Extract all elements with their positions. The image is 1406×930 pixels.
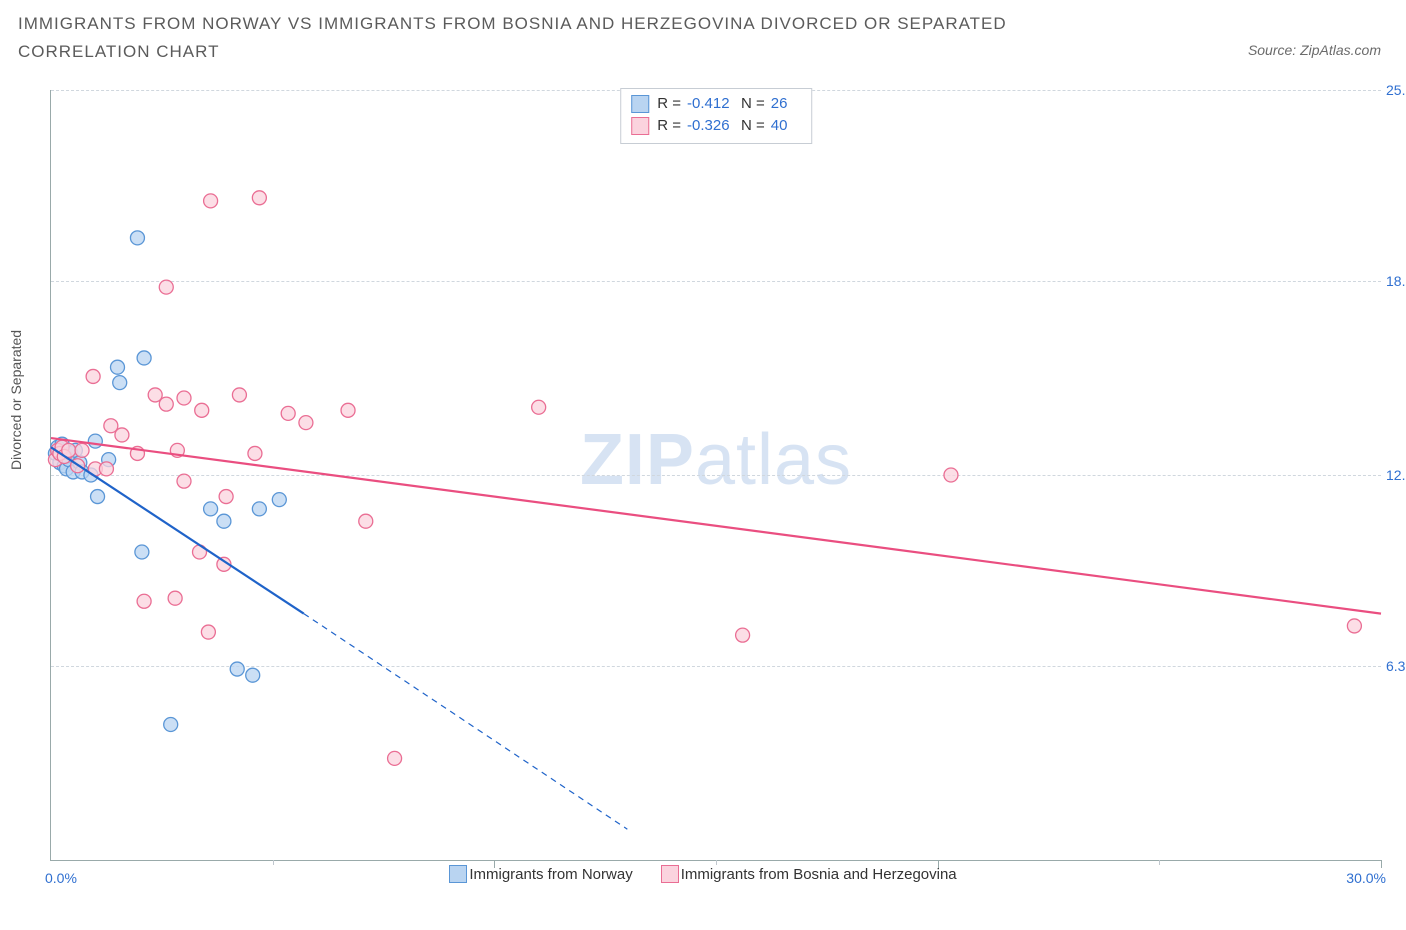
data-point-bosnia [86, 369, 100, 383]
data-point-bosnia [177, 391, 191, 405]
stat-n-label: N = [741, 93, 765, 115]
legend-swatch-icon [449, 865, 467, 883]
data-point-bosnia [248, 446, 262, 460]
data-point-bosnia [75, 443, 89, 457]
data-point-norway [246, 668, 260, 682]
trend-line-bosnia [51, 438, 1381, 614]
data-point-bosnia [232, 388, 246, 402]
data-point-bosnia [388, 751, 402, 765]
y-tick-label: 18.8% [1386, 273, 1406, 289]
legend-label: Immigrants from Bosnia and Herzegovina [681, 866, 957, 883]
data-point-bosnia [168, 591, 182, 605]
data-point-bosnia [736, 628, 750, 642]
data-point-bosnia [204, 194, 218, 208]
y-axis-label: Divorced or Separated [8, 330, 24, 470]
data-point-bosnia [532, 400, 546, 414]
data-point-norway [113, 376, 127, 390]
data-point-bosnia [201, 625, 215, 639]
data-point-norway [217, 514, 231, 528]
data-point-norway [135, 545, 149, 559]
stat-row-norway: R = -0.412 N = 26 [631, 93, 797, 115]
data-point-bosnia [115, 428, 129, 442]
data-point-bosnia [99, 462, 113, 476]
stat-r-value: -0.326 [687, 115, 735, 137]
stat-r-value: -0.412 [687, 93, 735, 115]
data-point-bosnia [137, 594, 151, 608]
y-tick-label: 25.0% [1386, 82, 1406, 98]
chart-svg [51, 90, 1381, 860]
data-point-norway [252, 502, 266, 516]
legend-label: Immigrants from Norway [469, 866, 632, 883]
data-point-bosnia [359, 514, 373, 528]
legend-swatch-icon [661, 865, 679, 883]
legend: Immigrants from Norway Immigrants from Bo… [0, 865, 1406, 887]
data-point-bosnia [195, 403, 209, 417]
data-point-bosnia [177, 474, 191, 488]
legend-item: Immigrants from Norway [449, 865, 632, 883]
data-point-norway [91, 490, 105, 504]
y-tick-label: 6.3% [1386, 658, 1406, 674]
data-point-bosnia [1347, 619, 1361, 633]
plot-area: ZIPatlas R =-0.412N =26R =-0.326N =40 6.… [50, 90, 1381, 861]
data-point-bosnia [944, 468, 958, 482]
stat-r-label: R = [657, 93, 681, 115]
data-point-bosnia [281, 406, 295, 420]
data-point-bosnia [341, 403, 355, 417]
stat-n-value: 26 [771, 93, 797, 115]
data-point-bosnia [252, 191, 266, 205]
stat-n-value: 40 [771, 115, 797, 137]
y-tick-label: 12.5% [1386, 467, 1406, 483]
stats-box: R = -0.412 N = 26 R = -0.326 N = 40 [620, 88, 812, 144]
data-point-bosnia [299, 416, 313, 430]
swatch-bosnia-icon [631, 117, 649, 135]
data-point-bosnia [159, 397, 173, 411]
trend-line-norway [51, 447, 304, 613]
data-point-bosnia [219, 490, 233, 504]
legend-item: Immigrants from Bosnia and Herzegovina [661, 865, 957, 883]
stat-n-label: N = [741, 115, 765, 137]
data-point-bosnia [159, 280, 173, 294]
data-point-norway [204, 502, 218, 516]
data-point-norway [272, 493, 286, 507]
chart-title: IMMIGRANTS FROM NORWAY VS IMMIGRANTS FRO… [18, 10, 1118, 66]
data-point-norway [137, 351, 151, 365]
source-attribution: Source: ZipAtlas.com [1248, 42, 1381, 58]
stat-row-bosnia: R = -0.326 N = 40 [631, 115, 797, 137]
data-point-norway [230, 662, 244, 676]
data-point-norway [164, 717, 178, 731]
stat-r-label: R = [657, 115, 681, 137]
data-point-norway [111, 360, 125, 374]
trend-line-ext-norway [304, 614, 628, 830]
data-point-norway [130, 231, 144, 245]
data-point-norway [88, 434, 102, 448]
swatch-norway-icon [631, 95, 649, 113]
